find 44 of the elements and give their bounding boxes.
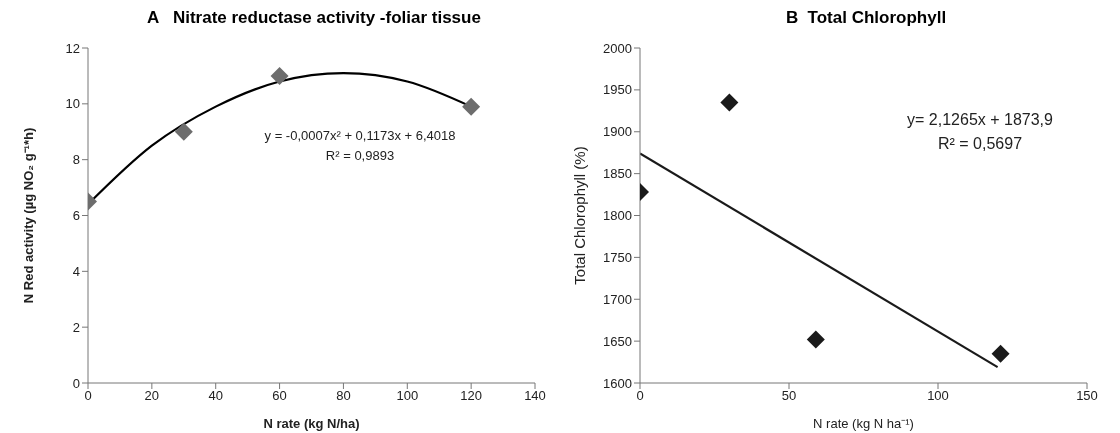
x-tick-label: 40 [208, 388, 223, 404]
y-tick-label: 8 [72, 152, 80, 168]
x-tick-label: 50 [781, 388, 797, 404]
y-tick-label: 2000 [603, 40, 632, 56]
x-axis-title: N rate (kg N ha⁻¹) [813, 416, 914, 431]
point [720, 93, 739, 112]
annotation: y = -0,0007x² + 0,1173x + 6,4018 [263, 127, 457, 145]
x-tick-label: 140 [524, 388, 546, 404]
y-axis-title: N Red activity (µg NO₂ g⁻¹*h) [20, 127, 36, 304]
point [991, 344, 1010, 363]
x-tick-label: 80 [336, 388, 351, 404]
y-axis-title: Total Chlorophyll (%) [571, 146, 589, 285]
point [806, 330, 825, 349]
y-tick-label: 1650 [603, 333, 632, 349]
y-tick-label: 1950 [603, 82, 632, 98]
point [174, 122, 193, 141]
y-tick-label: 1700 [603, 291, 632, 307]
y-tick-label: 0 [72, 375, 80, 391]
chart-title: A Nitrate reductase activity -foliar tissue [146, 8, 482, 29]
y-tick-label: 10 [65, 96, 80, 112]
x-tick-label: 0 [84, 388, 92, 404]
x-tick-label: 150 [1076, 388, 1098, 404]
x-tick-label: 100 [927, 388, 949, 404]
y-tick-label: 2 [72, 319, 80, 335]
point [270, 66, 289, 85]
y-tick-label: 6 [72, 208, 80, 224]
chart-title: B Total Chlorophyll [784, 8, 948, 29]
point [462, 97, 481, 116]
x-tick-label: 120 [460, 388, 482, 404]
y-tick-label: 1850 [603, 166, 632, 182]
y-tick-label: 1900 [603, 124, 632, 140]
annotation: R² = 0,5697 [936, 134, 1024, 154]
annotation: y= 2,1265x + 1873,9 [906, 110, 1054, 130]
x-tick-label: 20 [144, 388, 160, 404]
y-tick-label: 1750 [603, 249, 632, 265]
y-tick-label: 1600 [603, 375, 632, 391]
y-tick-label: 4 [72, 263, 80, 279]
x-axis-title: N rate (kg N/ha) [263, 416, 360, 431]
y-tick-label: 1800 [603, 208, 632, 224]
y-tick-label: 12 [65, 40, 80, 56]
x-tick-label: 0 [636, 388, 644, 404]
x-tick-label: 60 [272, 388, 287, 404]
annotation: R² = 0,9893 [324, 147, 396, 165]
x-tick-label: 100 [396, 388, 419, 404]
